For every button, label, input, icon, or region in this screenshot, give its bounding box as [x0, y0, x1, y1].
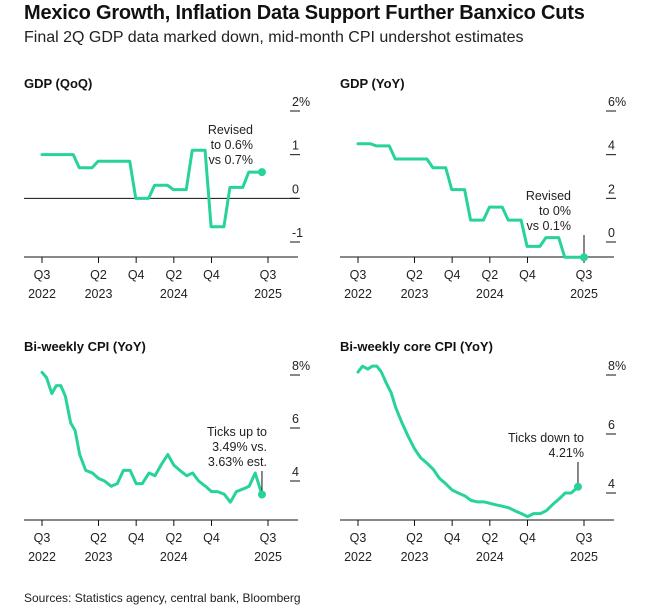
x-tick-label-3-1: Q2 — [90, 531, 107, 545]
x-tick-label-2-2: Q4 — [444, 268, 461, 282]
x-tick-label-4-4: Q4 — [519, 531, 536, 545]
annotation-marker-3 — [257, 490, 266, 499]
series-line-1-0 — [40, 148, 264, 229]
annotation-marker-4 — [573, 482, 582, 491]
panel-title-1: GDP (QoQ) — [24, 76, 92, 91]
x-year-label-4-5: 2025 — [570, 550, 598, 564]
x-tick-label-4-2: Q4 — [444, 531, 461, 545]
y-tick-label-2-1: 4 — [608, 139, 615, 153]
x-year-label-3-5: 2025 — [254, 550, 282, 564]
panel-title-2: GDP (YoY) — [340, 76, 405, 91]
x-tick-label-2-1: Q2 — [406, 268, 423, 282]
series-line-4-0 — [356, 364, 580, 519]
x-tick-label-1-3: Q2 — [165, 268, 182, 282]
x-year-label-1-1: 2023 — [85, 287, 113, 301]
y-tick-label-2-2: 2 — [608, 182, 615, 196]
x-year-label-4-3: 2024 — [476, 550, 504, 564]
chart-subtitle: Final 2Q GDP data marked down, mid-month… — [24, 29, 524, 46]
x-tick-label-1-2: Q4 — [128, 268, 145, 282]
x-tick-label-2-3: Q2 — [481, 268, 498, 282]
y-tick-label-1-2: 0 — [292, 182, 299, 196]
panel-title-4: Bi-weekly core CPI (YoY) — [340, 339, 493, 354]
x-tick-label-4-1: Q2 — [406, 531, 423, 545]
x-year-label-3-0: 2022 — [28, 550, 56, 564]
x-tick-label-3-0: Q3 — [34, 531, 51, 545]
y-tick-label-3-2: 4 — [292, 465, 299, 479]
y-tick-label-1-3: -1 — [292, 226, 303, 240]
x-year-label-2-5: 2025 — [570, 287, 598, 301]
x-year-label-1-3: 2024 — [160, 287, 188, 301]
annotation-text-3-1: 3.49% vs. — [212, 440, 267, 454]
x-year-label-2-0: 2022 — [344, 287, 372, 301]
y-tick-label-3-1: 6 — [292, 412, 299, 426]
x-tick-label-3-5: Q3 — [260, 531, 277, 545]
x-tick-label-1-5: Q3 — [260, 268, 277, 282]
x-tick-label-1-4: Q4 — [203, 268, 220, 282]
annotation-text-1-0: Revised — [208, 123, 253, 137]
x-tick-label-3-4: Q4 — [203, 531, 220, 545]
x-tick-label-1-1: Q2 — [90, 268, 107, 282]
y-tick-label-4-0: 8% — [608, 359, 626, 373]
y-tick-label-1-1: 1 — [292, 139, 299, 153]
y-tick-label-2-0: 6% — [608, 95, 626, 109]
annotation-marker-1 — [257, 168, 266, 177]
panel-title-3: Bi-weekly CPI (YoY) — [24, 339, 146, 354]
y-tick-label-1-0: 2% — [292, 95, 310, 109]
source-note: Sources: Statistics agency, central bank… — [24, 591, 301, 605]
x-year-label-4-0: 2022 — [344, 550, 372, 564]
x-tick-label-3-3: Q2 — [165, 531, 182, 545]
annotation-marker-2 — [580, 253, 588, 262]
annotation-text-2-1: to 0% — [539, 204, 571, 218]
annotation-text-2-0: Revised — [526, 189, 571, 203]
x-year-label-1-5: 2025 — [254, 287, 282, 301]
y-tick-label-4-1: 6 — [608, 418, 615, 432]
annotation-text-1-1: to 0.6% — [211, 138, 253, 152]
x-year-label-1-0: 2022 — [28, 287, 56, 301]
annotation-text-3-2: 3.63% est. — [208, 455, 267, 469]
x-year-label-2-1: 2023 — [401, 287, 429, 301]
y-tick-label-4-2: 4 — [608, 477, 615, 491]
x-tick-label-4-0: Q3 — [350, 531, 367, 545]
series-line-3-0 — [40, 370, 264, 504]
y-tick-label-2-3: 0 — [608, 226, 615, 240]
annotation-text-4-0: Ticks down to — [508, 431, 584, 445]
y-tick-label-3-0: 8% — [292, 359, 310, 373]
x-tick-label-2-0: Q3 — [350, 268, 367, 282]
annotation-text-3-0: Ticks up to — [207, 425, 267, 439]
x-tick-label-2-4: Q4 — [519, 268, 536, 282]
x-tick-label-4-3: Q2 — [481, 531, 498, 545]
x-tick-label-2-5: Q3 — [576, 268, 593, 282]
annotation-text-2-2: vs 0.1% — [527, 219, 571, 233]
x-tick-label-4-5: Q3 — [576, 531, 593, 545]
x-year-label-3-3: 2024 — [160, 550, 188, 564]
x-tick-label-1-0: Q3 — [34, 268, 51, 282]
x-tick-label-3-2: Q4 — [128, 531, 145, 545]
x-year-label-3-1: 2023 — [85, 550, 113, 564]
series-line-2-0 — [356, 142, 586, 259]
x-year-label-4-1: 2023 — [401, 550, 429, 564]
x-year-label-2-3: 2024 — [476, 287, 504, 301]
annotation-text-4-1: 4.21% — [549, 446, 584, 460]
annotation-text-1-2: vs 0.7% — [209, 153, 253, 167]
chart-title: Mexico Growth, Inflation Data Support Fu… — [24, 2, 585, 24]
